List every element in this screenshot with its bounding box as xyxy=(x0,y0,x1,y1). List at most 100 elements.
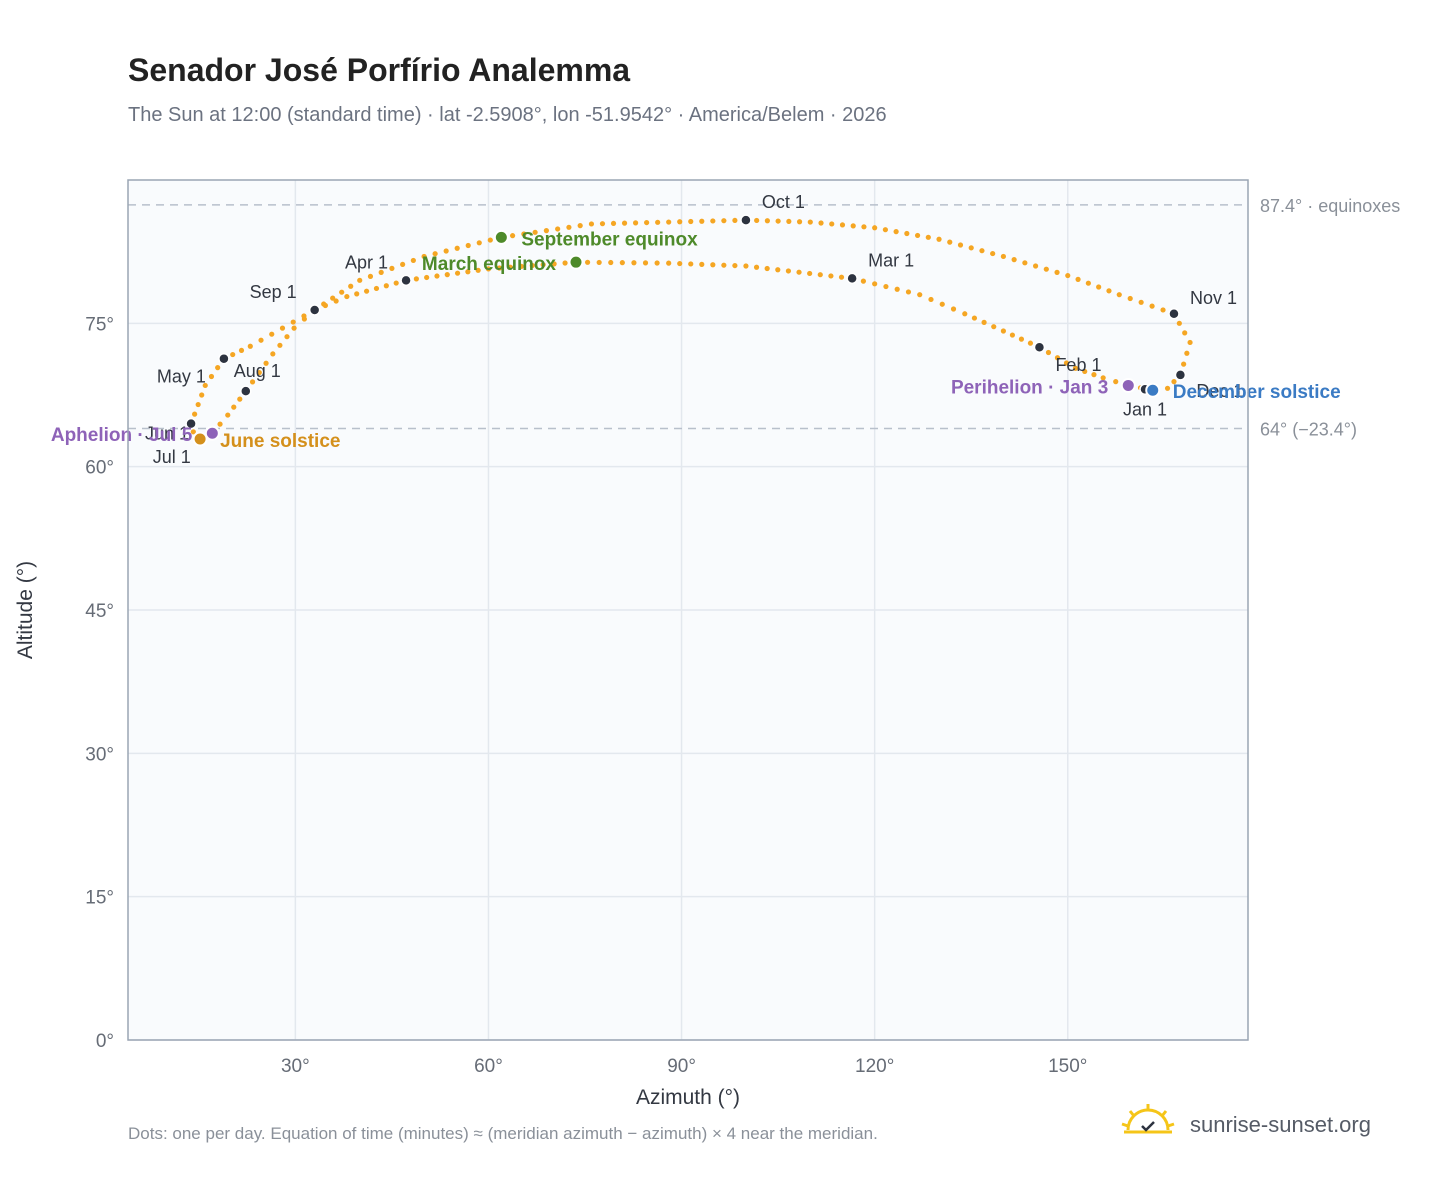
brand-logo[interactable]: sunrise-sunset.org xyxy=(1120,1102,1400,1146)
daily-dot xyxy=(1091,372,1097,378)
daily-dot xyxy=(861,224,867,230)
month-label: Apr 1 xyxy=(345,252,388,272)
daily-dot xyxy=(1072,365,1079,371)
daily-dot xyxy=(383,283,389,289)
x-axis-label: Azimuth (°) xyxy=(636,1086,740,1109)
daily-dot xyxy=(507,264,513,270)
daily-dot xyxy=(1100,375,1106,381)
daily-dot xyxy=(775,218,781,224)
daily-dot xyxy=(238,347,245,354)
month-dot xyxy=(1033,341,1046,353)
daily-dot xyxy=(850,223,856,229)
daily-dot xyxy=(807,270,813,277)
sun-logo-icon xyxy=(1121,1104,1175,1134)
event-label: March equinox xyxy=(422,254,557,275)
y-axis-label: Altitude (°) xyxy=(14,561,37,659)
daily-dot xyxy=(339,289,345,295)
daily-dot xyxy=(743,263,749,269)
daily-dot xyxy=(344,293,350,300)
daily-dot xyxy=(732,217,738,224)
daily-dot xyxy=(465,242,471,249)
daily-dot xyxy=(839,222,846,228)
daily-dot xyxy=(1187,339,1193,346)
daily-dot xyxy=(421,253,427,260)
daily-dot xyxy=(666,219,672,225)
daily-dot xyxy=(476,240,482,246)
daily-dot xyxy=(764,218,770,224)
daily-dot xyxy=(231,404,237,410)
daily-dot xyxy=(957,242,964,248)
daily-dot xyxy=(190,429,196,435)
daily-dot xyxy=(883,283,889,290)
daily-dot xyxy=(917,292,923,298)
daily-dot xyxy=(487,237,493,243)
daily-dot xyxy=(485,266,492,272)
daily-dot xyxy=(936,236,942,242)
daily-dot xyxy=(775,267,781,273)
daily-dot xyxy=(1113,379,1119,385)
daily-dot xyxy=(269,331,275,337)
daily-dot xyxy=(677,260,683,267)
daily-dot xyxy=(413,276,419,282)
daily-dot xyxy=(410,257,416,264)
daily-dot xyxy=(971,315,978,321)
month-label: May 1 xyxy=(157,367,206,387)
daily-dot xyxy=(1075,276,1081,282)
daily-dot xyxy=(1096,284,1102,290)
daily-dot xyxy=(378,269,384,275)
daily-dot xyxy=(818,220,824,226)
daily-dot xyxy=(290,319,296,325)
daily-dot xyxy=(699,261,705,267)
daily-dot xyxy=(1043,266,1049,272)
daily-dot xyxy=(796,269,802,275)
daily-dot xyxy=(904,230,910,237)
daily-dot xyxy=(979,248,985,254)
daily-dot xyxy=(424,274,430,281)
daily-dot xyxy=(608,259,614,266)
daily-dot xyxy=(1171,379,1177,385)
daily-dot xyxy=(1011,257,1017,263)
daily-dot xyxy=(588,221,595,227)
daily-dot xyxy=(925,234,931,240)
daily-dot xyxy=(721,262,727,268)
event-dot xyxy=(568,254,584,270)
daily-dot xyxy=(786,218,792,225)
daily-dot xyxy=(518,263,524,269)
event-label: September equinox xyxy=(521,229,698,250)
y-tick-label: 45° xyxy=(85,601,114,622)
month-dot xyxy=(240,385,252,397)
month-dot xyxy=(308,304,321,316)
chart-title: Senador José Porfírio Analemma xyxy=(128,52,631,88)
daily-dot xyxy=(1065,272,1071,279)
reference-lines: 87.4° · equinoxes 64° (−23.4°) xyxy=(128,196,1400,439)
daily-dot xyxy=(521,231,527,237)
chart-subtitle: The Sun at 12:00 (standard time) · lat -… xyxy=(128,104,887,126)
daily-dot xyxy=(621,220,628,226)
daily-dot xyxy=(721,218,727,224)
daily-dot xyxy=(496,265,503,271)
daily-dot xyxy=(321,301,327,307)
daily-dot xyxy=(688,218,694,225)
daily-dot xyxy=(1018,336,1025,342)
daily-dot xyxy=(677,219,683,225)
daily-dot xyxy=(562,260,568,266)
daily-dot xyxy=(894,286,900,292)
daily-dot xyxy=(543,228,549,234)
month-label: Dec 1 xyxy=(1196,381,1243,401)
daily-dot xyxy=(277,342,283,348)
x-tick-label: 150° xyxy=(1048,1056,1087,1077)
daily-dot xyxy=(599,221,606,227)
daily-dot xyxy=(1160,307,1166,313)
daily-dot xyxy=(454,270,461,276)
month-label: Mar 1 xyxy=(868,250,914,270)
daily-dot xyxy=(393,280,399,286)
month-label: Jan 1 xyxy=(1123,399,1167,419)
daily-dot xyxy=(1009,332,1016,338)
daily-dot xyxy=(291,325,297,331)
daily-dot xyxy=(817,272,823,278)
daily-dot xyxy=(644,219,650,226)
y-tick-label: 15° xyxy=(85,888,114,909)
daily-dot xyxy=(914,232,921,239)
daily-dot xyxy=(838,274,845,280)
